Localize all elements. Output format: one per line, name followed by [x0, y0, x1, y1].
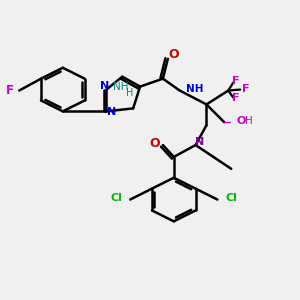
Text: Cl: Cl [110, 193, 122, 202]
Text: F: F [232, 76, 240, 85]
Text: F: F [232, 94, 240, 103]
Text: O: O [150, 136, 160, 150]
Text: F: F [242, 84, 250, 94]
Text: N: N [107, 107, 116, 117]
Text: H: H [127, 88, 134, 98]
Text: F: F [6, 84, 14, 97]
Text: N: N [100, 81, 109, 91]
Text: NH: NH [112, 82, 128, 92]
Text: NH: NH [186, 84, 203, 94]
Text: O: O [169, 48, 179, 62]
Text: N: N [195, 137, 204, 147]
Text: H: H [245, 116, 253, 126]
Text: Cl: Cl [225, 193, 237, 202]
Text: O: O [236, 116, 246, 126]
